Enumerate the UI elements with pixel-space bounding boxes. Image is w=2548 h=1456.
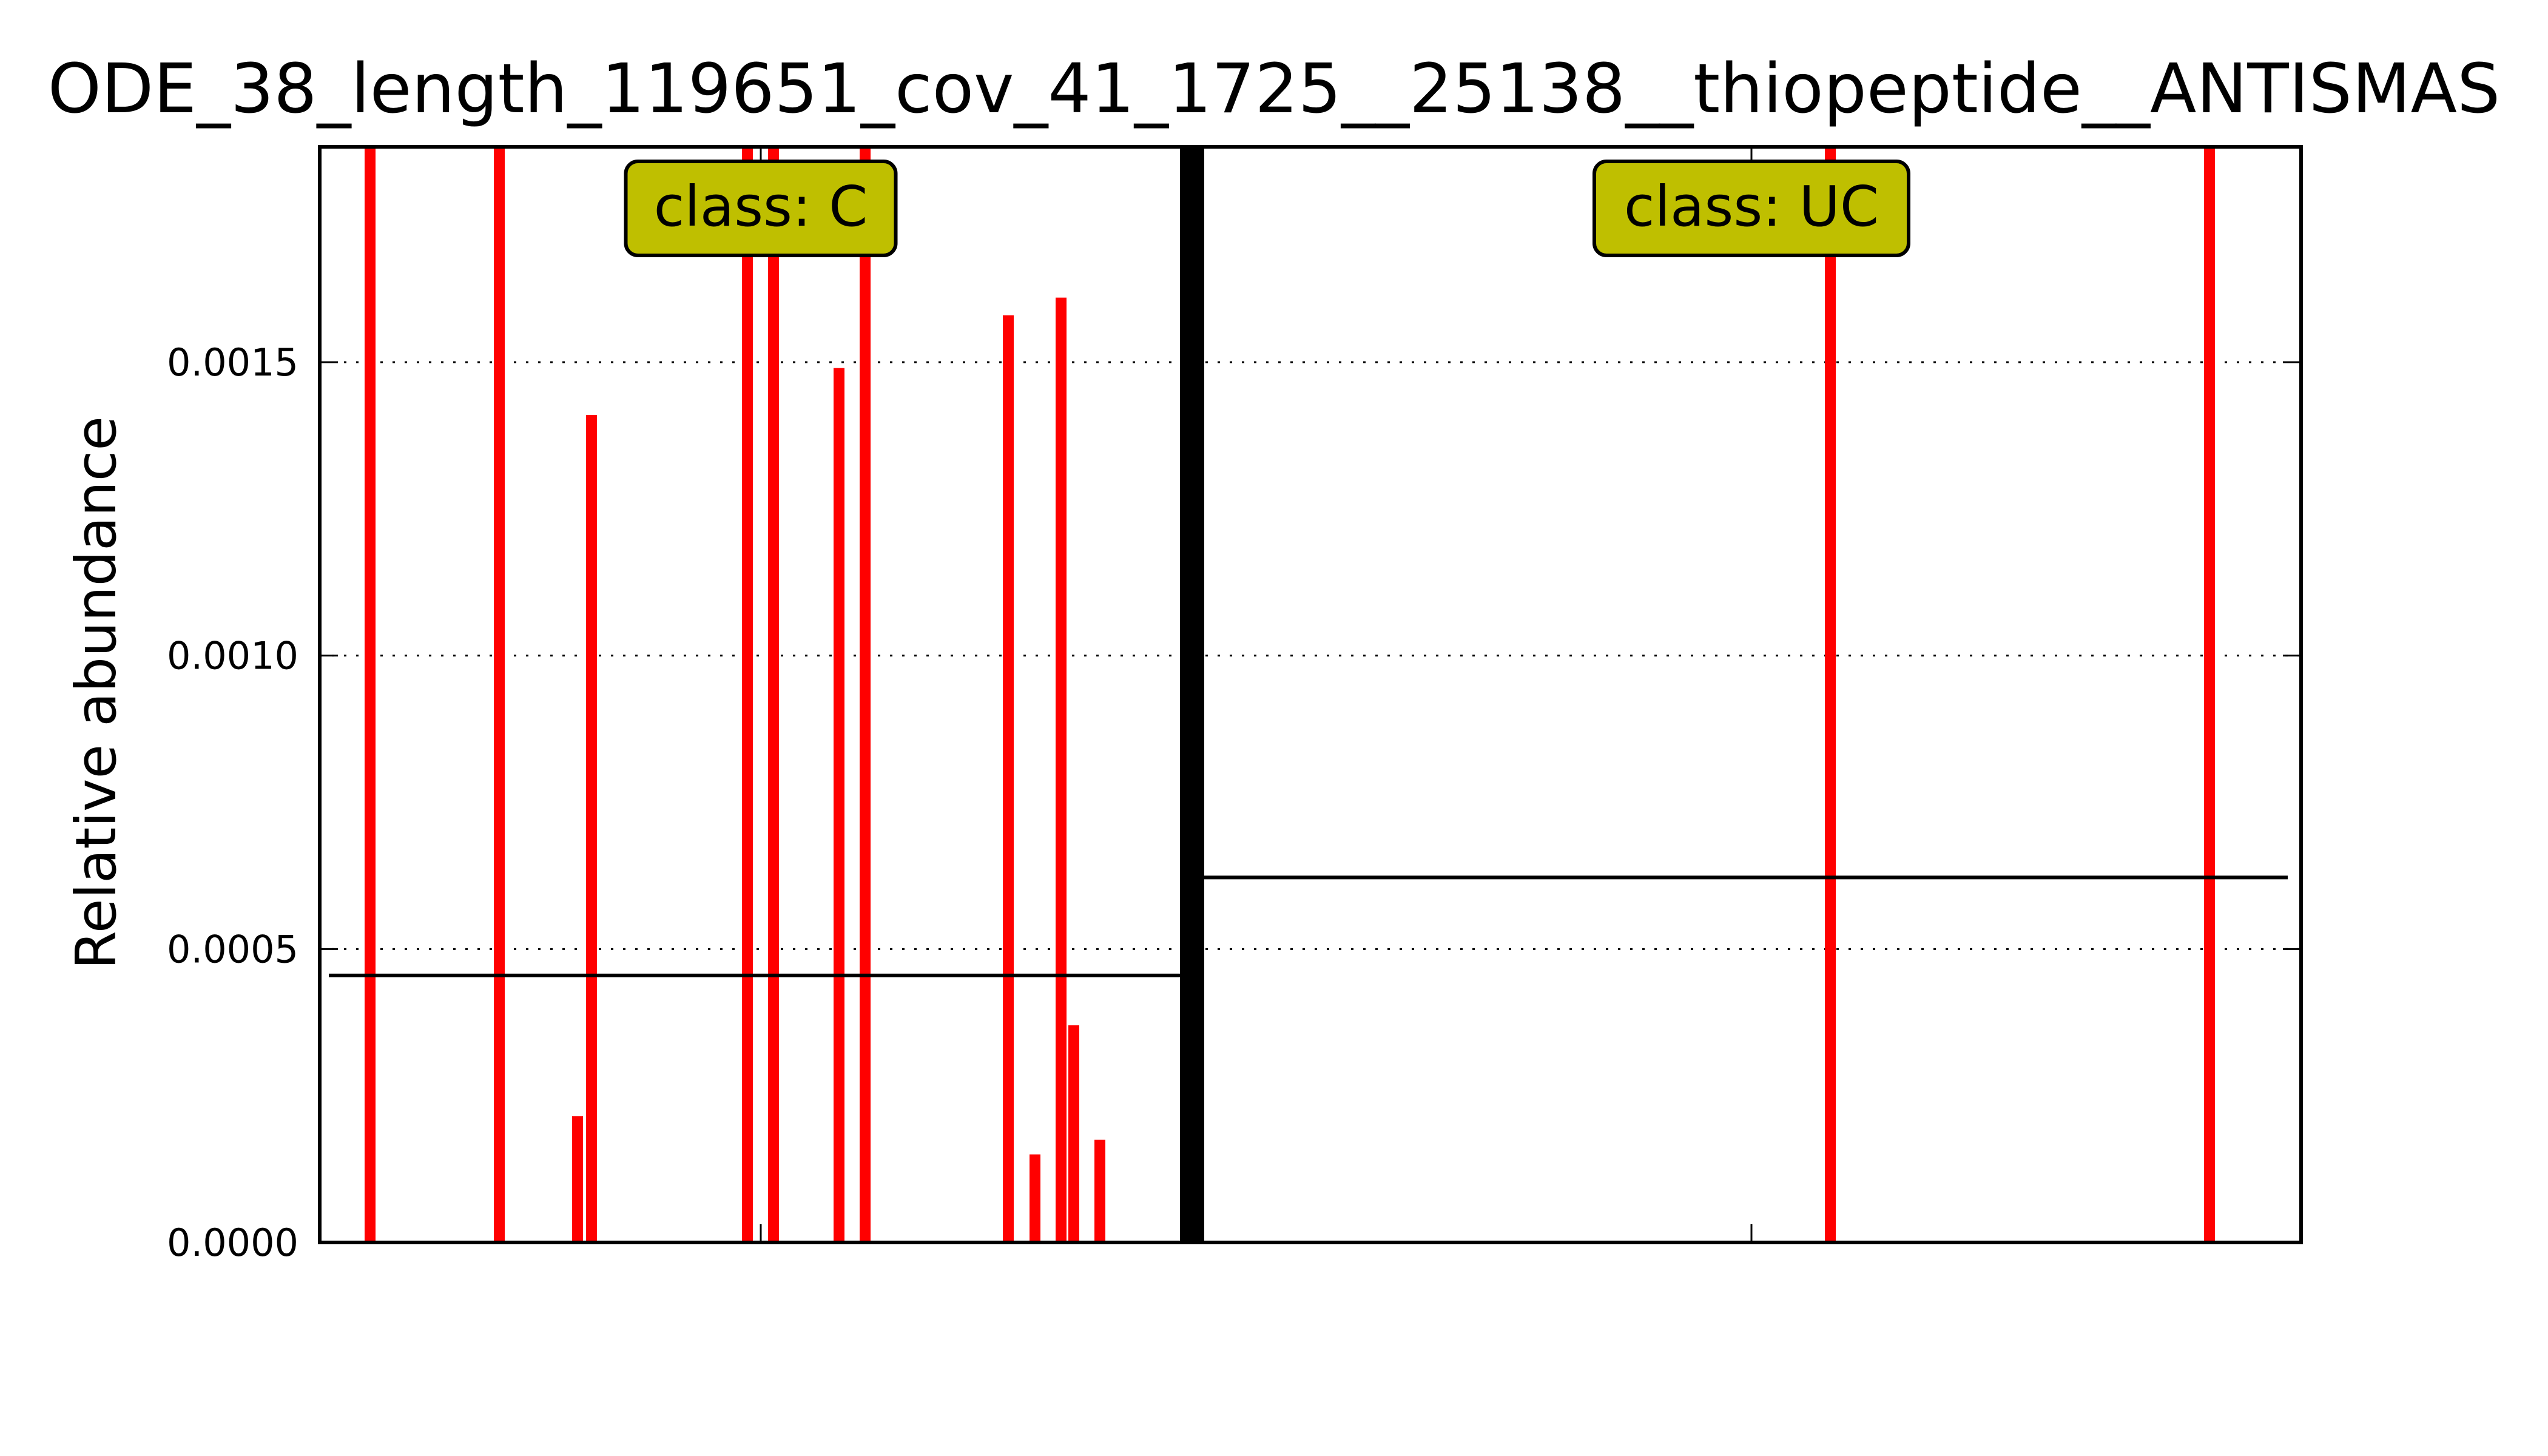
bar: [1825, 147, 1836, 1242]
y-tick-label: 0.0005: [167, 927, 298, 971]
bar: [1056, 297, 1067, 1242]
bar: [1030, 1154, 1040, 1242]
bar: [1094, 1139, 1105, 1242]
bar: [2204, 147, 2215, 1242]
bar: [834, 368, 844, 1242]
group-label-box: [1592, 160, 1910, 257]
group-label: class: C: [654, 174, 868, 239]
group-separator: [1180, 147, 1204, 1242]
group-label-box: [624, 160, 898, 257]
plot-frame: [318, 145, 2303, 1244]
bar: [1003, 315, 1014, 1242]
y-axis-label: Relative abundance: [64, 416, 129, 969]
bar: [586, 415, 597, 1242]
bar: [768, 147, 779, 1242]
bar: [742, 147, 753, 1242]
bar: [365, 147, 376, 1242]
chart-title: ODE_38_length_119651_cov_41_1725__25138_…: [48, 50, 2500, 129]
bar: [494, 147, 505, 1242]
y-tick-label: 0.0010: [167, 634, 298, 678]
y-tick-label: 0.0000: [167, 1221, 298, 1265]
bar: [860, 147, 871, 1242]
bar: [572, 1116, 583, 1242]
bar: [1068, 1025, 1079, 1242]
y-tick-label: 0.0015: [167, 340, 298, 385]
group-label: class: UC: [1624, 174, 1879, 239]
